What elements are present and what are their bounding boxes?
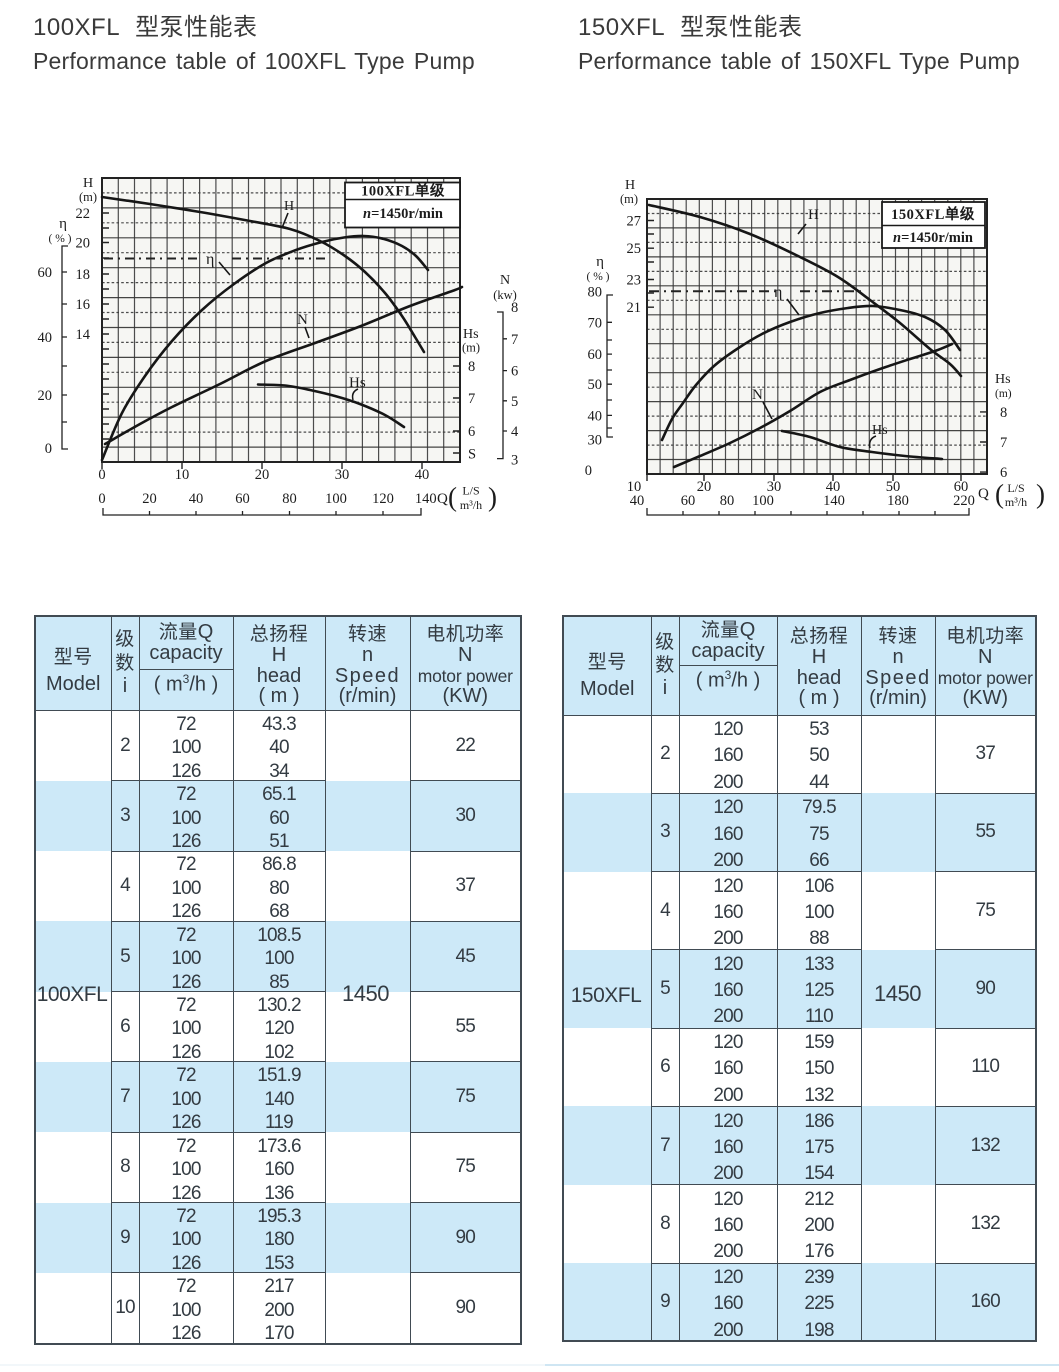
svg-text:n=1450r/min: n=1450r/min — [893, 230, 973, 246]
svg-text:23: 23 — [627, 273, 642, 289]
svg-text:40: 40 — [415, 467, 430, 483]
svg-text:20: 20 — [38, 388, 53, 404]
svg-text:0: 0 — [45, 441, 52, 457]
svg-text:16: 16 — [76, 297, 91, 313]
svg-text:( % ): ( % ) — [49, 233, 72, 245]
svg-text:18: 18 — [76, 267, 91, 283]
svg-text:80: 80 — [720, 493, 735, 509]
svg-text:20: 20 — [142, 491, 157, 507]
svg-text:7: 7 — [511, 332, 518, 348]
svg-text:60: 60 — [954, 479, 969, 495]
svg-text:14: 14 — [76, 327, 91, 343]
svg-text:8: 8 — [1000, 405, 1007, 421]
svg-text:Hs: Hs — [349, 375, 366, 391]
svg-text:Hs: Hs — [463, 327, 479, 342]
svg-text:4: 4 — [511, 424, 519, 440]
svg-text:(: ( — [995, 479, 1004, 509]
svg-text:6: 6 — [511, 364, 518, 380]
svg-text:70: 70 — [588, 315, 603, 331]
svg-text:η: η — [774, 284, 782, 301]
svg-text:6: 6 — [1000, 465, 1007, 481]
svg-text:60: 60 — [588, 347, 603, 363]
svg-text:H: H — [83, 176, 93, 191]
svg-text:L/S: L/S — [1007, 481, 1024, 495]
svg-text:40: 40 — [189, 491, 204, 507]
svg-text:Q: Q — [437, 491, 448, 507]
svg-text:30: 30 — [588, 433, 603, 449]
svg-text:(m): (m) — [79, 190, 97, 204]
svg-text:(m): (m) — [620, 192, 638, 206]
svg-text:n=1450r/min: n=1450r/min — [363, 206, 443, 222]
svg-text:H: H — [808, 207, 819, 223]
svg-text:L/S: L/S — [462, 484, 479, 498]
svg-text:5: 5 — [511, 394, 518, 410]
svg-text:η: η — [206, 251, 214, 268]
svg-text:80: 80 — [588, 285, 603, 301]
svg-text:220: 220 — [953, 493, 975, 509]
svg-text:40: 40 — [588, 408, 603, 424]
svg-text:10: 10 — [627, 479, 642, 495]
svg-text:100: 100 — [325, 491, 347, 507]
svg-text:8: 8 — [468, 359, 475, 375]
svg-text:(m): (m) — [995, 388, 1012, 400]
svg-text:N: N — [500, 273, 510, 288]
svg-text:0: 0 — [98, 491, 105, 507]
svg-text:m³/h: m³/h — [1005, 495, 1027, 509]
svg-text:25: 25 — [627, 241, 642, 257]
svg-text:20: 20 — [255, 467, 270, 483]
svg-text:η: η — [59, 216, 67, 232]
svg-text:180: 180 — [887, 493, 909, 509]
svg-text:100XFL单级: 100XFL单级 — [361, 182, 445, 200]
svg-text:0: 0 — [98, 467, 105, 483]
svg-text:80: 80 — [282, 491, 297, 507]
svg-text:150XFL单级: 150XFL单级 — [891, 205, 975, 223]
svg-text:60: 60 — [235, 491, 250, 507]
svg-text:H: H — [284, 199, 294, 214]
svg-text:3: 3 — [511, 452, 518, 468]
svg-text:η: η — [596, 254, 604, 270]
svg-text:50: 50 — [588, 377, 603, 393]
svg-text:30: 30 — [767, 479, 782, 495]
svg-text:( % ): ( % ) — [587, 271, 610, 283]
svg-text:): ) — [488, 482, 497, 512]
svg-text:(kw): (kw) — [493, 288, 517, 302]
svg-text:140: 140 — [823, 493, 845, 509]
svg-text:10: 10 — [175, 467, 190, 483]
svg-text:30: 30 — [335, 467, 350, 483]
svg-text:Hs: Hs — [872, 423, 888, 438]
svg-text:H: H — [625, 178, 635, 193]
svg-text:0: 0 — [585, 463, 592, 479]
svg-text:40: 40 — [38, 330, 53, 346]
svg-text:): ) — [1036, 479, 1045, 509]
svg-text:(m): (m) — [462, 341, 480, 355]
svg-text:60: 60 — [38, 265, 53, 281]
svg-text:m³/h: m³/h — [460, 498, 482, 512]
svg-text:100: 100 — [752, 493, 774, 509]
svg-text:40: 40 — [630, 493, 645, 509]
svg-text:40: 40 — [826, 479, 841, 495]
svg-text:S: S — [468, 447, 476, 463]
svg-text:140: 140 — [415, 491, 437, 507]
svg-text:6: 6 — [468, 424, 475, 440]
svg-text:N: N — [297, 312, 308, 328]
svg-text:Q: Q — [978, 486, 989, 502]
svg-text:21: 21 — [627, 300, 642, 316]
svg-text:120: 120 — [372, 491, 394, 507]
svg-text:20: 20 — [697, 479, 712, 495]
svg-text:20: 20 — [76, 236, 91, 252]
svg-text:50: 50 — [886, 479, 901, 495]
svg-text:(: ( — [448, 482, 457, 512]
svg-text:7: 7 — [1000, 435, 1007, 451]
svg-text:22: 22 — [76, 206, 91, 222]
svg-text:7: 7 — [468, 391, 475, 407]
svg-text:27: 27 — [627, 214, 642, 230]
svg-text:60: 60 — [681, 493, 696, 509]
svg-text:Hs: Hs — [995, 372, 1011, 387]
svg-text:N: N — [752, 387, 763, 403]
svg-text:8: 8 — [511, 300, 518, 316]
